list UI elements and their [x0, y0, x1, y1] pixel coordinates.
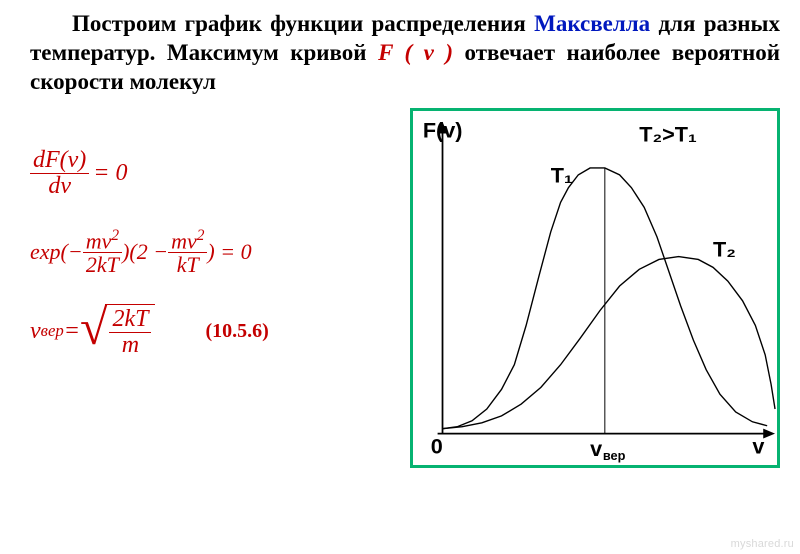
eq3-sub: вер	[41, 321, 64, 341]
equation-1: dF(v) dv = 0	[30, 148, 410, 199]
maxwell-chart: F(v) T₂>T₁ T₁ T₂ 0 v вер v	[410, 108, 780, 468]
eq3-eq: =	[64, 318, 80, 345]
eq2-f1-num: mv	[86, 228, 112, 253]
equations-block: dF(v) dv = 0 exp(− mv2 2kT )(2 − mv2 kT …	[30, 108, 410, 386]
svg-text:T₂>T₁: T₂>T₁	[639, 122, 697, 147]
eq3-sqrt-num: 2kT	[109, 307, 151, 333]
svg-text:вер: вер	[603, 448, 626, 463]
eq2-f2-exp: 2	[197, 227, 205, 244]
svg-text:T₁: T₁	[551, 163, 573, 188]
eq2-f2-num: mv	[171, 228, 197, 253]
eq1-num: dF(v)	[30, 148, 89, 174]
eq2-pre: exp(−	[30, 239, 83, 265]
svg-text:0: 0	[431, 434, 443, 459]
eq1-den: dv	[30, 174, 89, 199]
intro-paragraph: Построим график функции распределения Ма…	[30, 10, 780, 96]
eq2-f1-exp: 2	[111, 227, 119, 244]
equation-ref: (10.5.6)	[205, 320, 268, 343]
maxwell-name: Максвелла	[534, 11, 650, 36]
eq2-f2-den: kT	[168, 253, 207, 276]
eq2-post: ) = 0	[207, 239, 251, 265]
intro-part1: Построим график функции распределения	[72, 11, 534, 36]
svg-text:F(v): F(v)	[423, 118, 463, 143]
chart-svg: F(v) T₂>T₁ T₁ T₂ 0 v вер v	[413, 111, 777, 465]
eq2-mid: )(2 −	[122, 239, 168, 265]
eq3-sqrt-den: m	[109, 333, 151, 358]
equation-3: vвер = √ 2kT m (10.5.6)	[30, 304, 410, 358]
svg-text:T₂: T₂	[713, 237, 736, 262]
equation-2: exp(− mv2 2kT )(2 − mv2 kT ) = 0	[30, 228, 410, 277]
watermark: myshared.ru	[731, 538, 794, 550]
svg-text:v: v	[752, 434, 764, 459]
eq1-rhs: = 0	[93, 160, 127, 187]
eq2-f1-den: 2kT	[83, 253, 122, 276]
sqrt-icon: √	[80, 304, 107, 358]
intro-fv: F ( v )	[378, 40, 453, 65]
eq3-lhs: v	[30, 318, 41, 345]
svg-text:v: v	[590, 436, 602, 461]
